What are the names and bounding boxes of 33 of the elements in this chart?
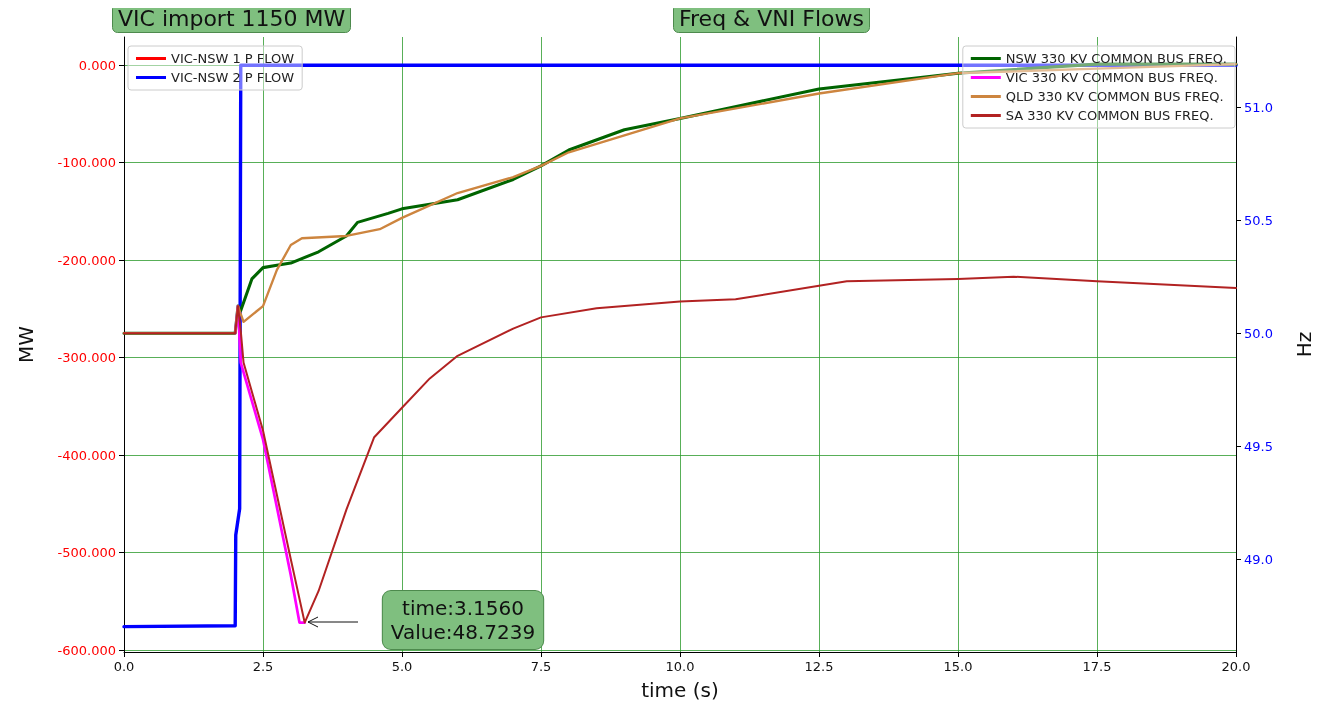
x-tick-label: 20.0 bbox=[1221, 659, 1251, 674]
legend-label: VIC-NSW 1 P FLOW bbox=[171, 51, 295, 66]
x-axis-title: time (s) bbox=[641, 678, 719, 702]
y-tick-label: 0.000 bbox=[78, 57, 116, 73]
x-tick-label: 12.5 bbox=[804, 659, 834, 674]
legend-label: NSW 330 KV COMMON BUS FREQ. bbox=[1005, 51, 1228, 66]
chart-subtitle: VIC import 1150 MW bbox=[118, 5, 346, 31]
x-tick-label: 17.5 bbox=[1082, 659, 1112, 674]
x-tick-label: 0.0 bbox=[113, 659, 135, 674]
x-tick-label: 10.0 bbox=[665, 659, 695, 674]
y-tick-label: -100.000 bbox=[57, 155, 116, 171]
x-tick-label: 2.5 bbox=[252, 659, 274, 674]
chart-title: Freq & VNI Flows bbox=[679, 5, 864, 31]
y-tick-label: -600.000 bbox=[57, 642, 116, 658]
x-tick-label: 5.0 bbox=[391, 659, 413, 674]
y2-tick-label: 50.0 bbox=[1244, 325, 1273, 341]
legend-label: QLD 330 KV COMMON BUS FREQ. bbox=[1005, 89, 1224, 104]
x-tick-label: 7.5 bbox=[530, 659, 552, 674]
y2-tick-label: 50.5 bbox=[1244, 212, 1273, 228]
y-tick-label: -400.000 bbox=[57, 447, 116, 463]
y-tick-label: -200.000 bbox=[57, 252, 116, 268]
line-series bbox=[123, 275, 1237, 624]
legend-label: SA 330 KV COMMON BUS FREQ. bbox=[1005, 108, 1214, 123]
y2-tick-label: 51.0 bbox=[1244, 99, 1273, 115]
legend-label: VIC 330 KV COMMON BUS FREQ. bbox=[1005, 70, 1218, 85]
y-tick-label: -500.000 bbox=[57, 545, 116, 561]
y2-tick-label: 49.5 bbox=[1244, 438, 1273, 454]
annotation: time:3.1560 Value:48.7239 bbox=[390, 596, 536, 644]
y2-tick-label: 49.0 bbox=[1244, 551, 1273, 567]
x-tick-label: 15.0 bbox=[943, 659, 973, 674]
y-tick-label: -300.000 bbox=[57, 350, 116, 366]
y2-axis-title: Hz bbox=[1292, 331, 1316, 358]
y-axis-title: MW bbox=[14, 325, 38, 364]
